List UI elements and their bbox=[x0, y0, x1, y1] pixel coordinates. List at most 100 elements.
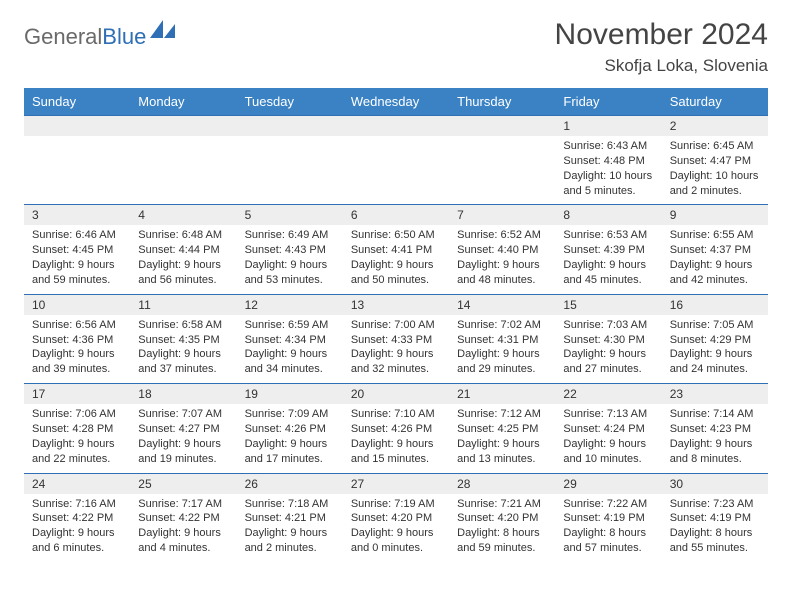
logo-text-blue: Blue bbox=[102, 24, 146, 50]
daylight-text: Daylight: 8 hours and 59 minutes. bbox=[457, 526, 547, 556]
day-data-row: Sunrise: 6:56 AMSunset: 4:36 PMDaylight:… bbox=[24, 315, 768, 384]
day-number-cell: 9 bbox=[662, 205, 768, 226]
daylight-text: Daylight: 9 hours and 59 minutes. bbox=[32, 258, 122, 288]
daylight-text: Daylight: 9 hours and 19 minutes. bbox=[138, 437, 228, 467]
daylight-text: Daylight: 9 hours and 8 minutes. bbox=[670, 437, 760, 467]
day-number-cell: 15 bbox=[555, 294, 661, 315]
day-data-cell: Sunrise: 7:21 AMSunset: 4:20 PMDaylight:… bbox=[449, 494, 555, 562]
sunset-text: Sunset: 4:24 PM bbox=[563, 422, 653, 437]
day-data-cell bbox=[237, 136, 343, 205]
day-number-cell: 1 bbox=[555, 116, 661, 137]
sunset-text: Sunset: 4:28 PM bbox=[32, 422, 122, 437]
daylight-text: Daylight: 9 hours and 6 minutes. bbox=[32, 526, 122, 556]
logo-sail-icon bbox=[150, 20, 176, 45]
day-number-cell: 24 bbox=[24, 473, 130, 494]
day-number-cell: 10 bbox=[24, 294, 130, 315]
sunrise-text: Sunrise: 7:09 AM bbox=[245, 407, 335, 422]
sunrise-text: Sunrise: 7:16 AM bbox=[32, 497, 122, 512]
day-number-cell: 8 bbox=[555, 205, 661, 226]
daylight-text: Daylight: 9 hours and 56 minutes. bbox=[138, 258, 228, 288]
day-number-cell: 12 bbox=[237, 294, 343, 315]
daylight-text: Daylight: 9 hours and 50 minutes. bbox=[351, 258, 441, 288]
daylight-text: Daylight: 9 hours and 24 minutes. bbox=[670, 347, 760, 377]
sunrise-text: Sunrise: 7:05 AM bbox=[670, 318, 760, 333]
sunrise-text: Sunrise: 6:55 AM bbox=[670, 228, 760, 243]
daylight-text: Daylight: 9 hours and 15 minutes. bbox=[351, 437, 441, 467]
sunset-text: Sunset: 4:25 PM bbox=[457, 422, 547, 437]
day-number-cell: 19 bbox=[237, 384, 343, 405]
day-data-cell: Sunrise: 6:59 AMSunset: 4:34 PMDaylight:… bbox=[237, 315, 343, 384]
day-data-cell: Sunrise: 6:53 AMSunset: 4:39 PMDaylight:… bbox=[555, 225, 661, 294]
day-data-cell: Sunrise: 6:46 AMSunset: 4:45 PMDaylight:… bbox=[24, 225, 130, 294]
daylight-text: Daylight: 9 hours and 2 minutes. bbox=[245, 526, 335, 556]
sunset-text: Sunset: 4:48 PM bbox=[563, 154, 653, 169]
day-number-cell: 23 bbox=[662, 384, 768, 405]
daylight-text: Daylight: 9 hours and 29 minutes. bbox=[457, 347, 547, 377]
day-data-cell: Sunrise: 7:19 AMSunset: 4:20 PMDaylight:… bbox=[343, 494, 449, 562]
sunrise-text: Sunrise: 7:12 AM bbox=[457, 407, 547, 422]
logo-text-general: General bbox=[24, 24, 102, 50]
day-data-cell: Sunrise: 6:52 AMSunset: 4:40 PMDaylight:… bbox=[449, 225, 555, 294]
day-number-cell: 17 bbox=[24, 384, 130, 405]
sunset-text: Sunset: 4:22 PM bbox=[138, 511, 228, 526]
sunset-text: Sunset: 4:20 PM bbox=[351, 511, 441, 526]
day-number-cell bbox=[237, 116, 343, 137]
daylight-text: Daylight: 9 hours and 42 minutes. bbox=[670, 258, 760, 288]
day-number-cell bbox=[24, 116, 130, 137]
day-number-cell: 27 bbox=[343, 473, 449, 494]
daylight-text: Daylight: 9 hours and 53 minutes. bbox=[245, 258, 335, 288]
calendar-table: SundayMondayTuesdayWednesdayThursdayFrid… bbox=[24, 88, 768, 562]
day-data-cell: Sunrise: 6:43 AMSunset: 4:48 PMDaylight:… bbox=[555, 136, 661, 205]
day-data-row: Sunrise: 7:16 AMSunset: 4:22 PMDaylight:… bbox=[24, 494, 768, 562]
day-number-cell: 20 bbox=[343, 384, 449, 405]
sunrise-text: Sunrise: 7:03 AM bbox=[563, 318, 653, 333]
sunset-text: Sunset: 4:45 PM bbox=[32, 243, 122, 258]
daylight-text: Daylight: 9 hours and 39 minutes. bbox=[32, 347, 122, 377]
day-number-cell: 7 bbox=[449, 205, 555, 226]
daylight-text: Daylight: 8 hours and 57 minutes. bbox=[563, 526, 653, 556]
day-number-cell: 13 bbox=[343, 294, 449, 315]
day-number-row: 17181920212223 bbox=[24, 384, 768, 405]
sunset-text: Sunset: 4:26 PM bbox=[351, 422, 441, 437]
day-number-cell: 4 bbox=[130, 205, 236, 226]
day-data-cell: Sunrise: 7:06 AMSunset: 4:28 PMDaylight:… bbox=[24, 404, 130, 473]
daylight-text: Daylight: 9 hours and 45 minutes. bbox=[563, 258, 653, 288]
day-number-row: 12 bbox=[24, 116, 768, 137]
day-data-row: Sunrise: 6:46 AMSunset: 4:45 PMDaylight:… bbox=[24, 225, 768, 294]
sunrise-text: Sunrise: 6:52 AM bbox=[457, 228, 547, 243]
day-data-row: Sunrise: 7:06 AMSunset: 4:28 PMDaylight:… bbox=[24, 404, 768, 473]
day-data-cell bbox=[130, 136, 236, 205]
day-number-cell bbox=[449, 116, 555, 137]
day-number-cell bbox=[130, 116, 236, 137]
weekday-header: Saturday bbox=[662, 88, 768, 116]
sunset-text: Sunset: 4:41 PM bbox=[351, 243, 441, 258]
sunset-text: Sunset: 4:40 PM bbox=[457, 243, 547, 258]
weekday-header: Tuesday bbox=[237, 88, 343, 116]
sunrise-text: Sunrise: 7:22 AM bbox=[563, 497, 653, 512]
day-number-cell: 29 bbox=[555, 473, 661, 494]
day-data-cell bbox=[449, 136, 555, 205]
sunset-text: Sunset: 4:36 PM bbox=[32, 333, 122, 348]
sunset-text: Sunset: 4:19 PM bbox=[563, 511, 653, 526]
sunrise-text: Sunrise: 7:13 AM bbox=[563, 407, 653, 422]
day-data-cell: Sunrise: 6:55 AMSunset: 4:37 PMDaylight:… bbox=[662, 225, 768, 294]
sunrise-text: Sunrise: 7:06 AM bbox=[32, 407, 122, 422]
sunset-text: Sunset: 4:20 PM bbox=[457, 511, 547, 526]
calendar-head: SundayMondayTuesdayWednesdayThursdayFrid… bbox=[24, 88, 768, 116]
day-number-cell: 5 bbox=[237, 205, 343, 226]
daylight-text: Daylight: 9 hours and 34 minutes. bbox=[245, 347, 335, 377]
day-data-cell bbox=[24, 136, 130, 205]
calendar-body: 12Sunrise: 6:43 AMSunset: 4:48 PMDayligh… bbox=[24, 116, 768, 562]
sunset-text: Sunset: 4:26 PM bbox=[245, 422, 335, 437]
day-number-cell: 6 bbox=[343, 205, 449, 226]
day-data-cell: Sunrise: 7:00 AMSunset: 4:33 PMDaylight:… bbox=[343, 315, 449, 384]
month-title: November 2024 bbox=[555, 18, 768, 52]
sunrise-text: Sunrise: 6:59 AM bbox=[245, 318, 335, 333]
sunset-text: Sunset: 4:44 PM bbox=[138, 243, 228, 258]
logo: GeneralBlue bbox=[24, 24, 176, 50]
sunset-text: Sunset: 4:22 PM bbox=[32, 511, 122, 526]
sunset-text: Sunset: 4:37 PM bbox=[670, 243, 760, 258]
daylight-text: Daylight: 9 hours and 17 minutes. bbox=[245, 437, 335, 467]
header: GeneralBlue November 2024 Skofja Loka, S… bbox=[24, 18, 768, 76]
daylight-text: Daylight: 9 hours and 22 minutes. bbox=[32, 437, 122, 467]
